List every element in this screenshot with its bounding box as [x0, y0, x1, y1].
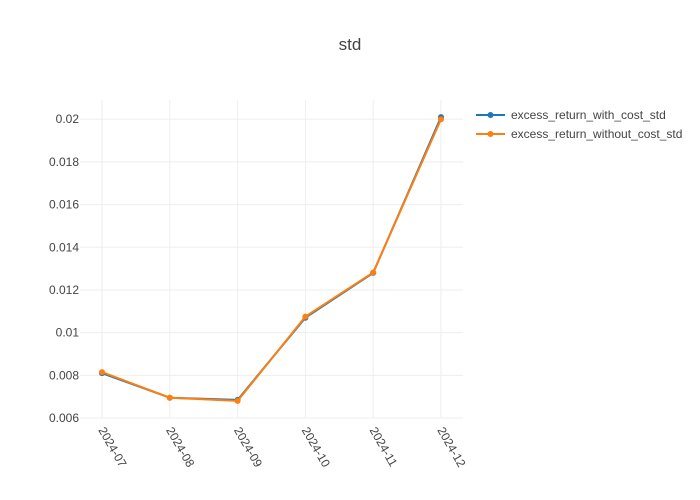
- y-tick-label: 0.016: [49, 198, 79, 212]
- data-point[interactable]: [166, 394, 173, 401]
- legend: excess_return_with_cost_std excess_return…: [476, 108, 682, 141]
- y-tick-label: 0.01: [56, 326, 80, 340]
- legend-item[interactable]: excess_return_with_cost_std: [476, 108, 666, 122]
- legend-label: excess_return_without_cost_std: [511, 127, 682, 141]
- y-tick-label: 0.008: [49, 368, 79, 382]
- y-tick-label: 0.02: [56, 112, 80, 126]
- y-tick-label: 0.014: [49, 240, 79, 254]
- x-tick-label: 2024-12: [434, 425, 468, 470]
- chart-title: std: [339, 35, 362, 54]
- y-tick-label: 0.006: [49, 411, 79, 425]
- y-tick-label: 0.018: [49, 155, 79, 169]
- legend-marker: [487, 112, 494, 118]
- series-excess_return_without_cost_std: [99, 116, 444, 404]
- grid: [80, 100, 463, 419]
- x-tick-label: 2024-07: [95, 425, 129, 470]
- y-tick-label: 0.012: [49, 283, 79, 297]
- series-line: [101, 118, 442, 402]
- data-point[interactable]: [234, 397, 241, 404]
- data-point[interactable]: [99, 369, 105, 376]
- x-axis: 2024-07 2024-08 2024-09 2024-10 2024-11 2024-…: [95, 425, 468, 470]
- y-axis: 0.006 0.008 0.01 0.012 0.014 0.016 0.018 0.02: [49, 112, 79, 425]
- series-group: [99, 114, 444, 404]
- legend-item[interactable]: excess_return_without_cost_std: [476, 127, 682, 141]
- x-tick-label: 2024-10: [299, 425, 333, 470]
- x-tick-label: 2024-08: [163, 425, 197, 470]
- x-tick-label: 2024-09: [231, 425, 265, 470]
- data-point[interactable]: [302, 313, 309, 320]
- legend-label: excess_return_with_cost_std: [511, 108, 666, 122]
- data-point[interactable]: [370, 269, 377, 276]
- legend-marker: [487, 131, 494, 137]
- x-tick-label: 2024-11: [367, 425, 401, 470]
- data-point[interactable]: [438, 116, 444, 123]
